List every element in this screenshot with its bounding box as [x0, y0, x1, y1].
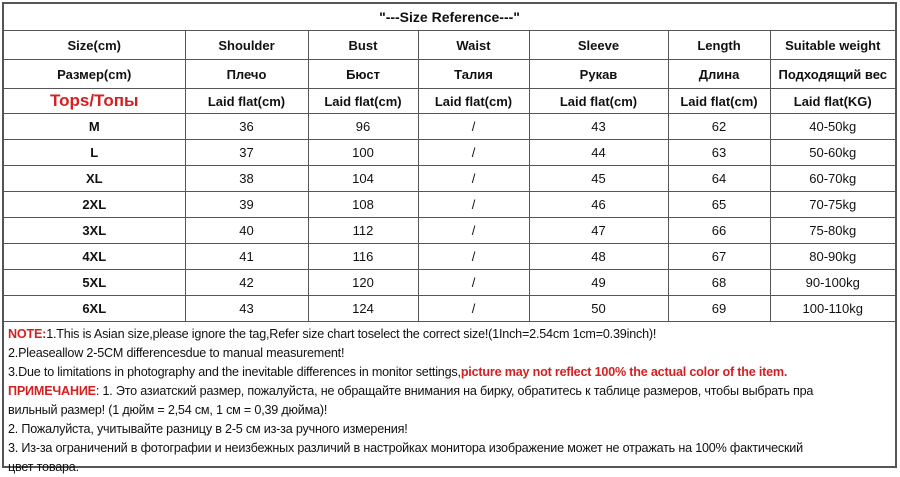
table-row: XL 38 104/45 64 60-70kg	[4, 165, 895, 192]
data-cell: 49	[528, 269, 669, 296]
data-cell: 44	[528, 139, 669, 166]
note-label: NOTE:	[8, 327, 47, 341]
data-cell: 96	[307, 113, 419, 140]
header-unit-cell: Laid flat(cm)	[528, 88, 669, 114]
header-en-cell: Bust	[307, 30, 419, 60]
data-cell: M	[4, 113, 186, 140]
data-cell: 69	[667, 295, 771, 322]
table-row: 3XL 40 112/47 66 75-80kg	[4, 217, 895, 244]
note-ru-label: ПРИМЕЧАНИЕ	[8, 384, 96, 398]
data-cell: 46	[528, 191, 669, 218]
data-cell: /	[417, 295, 530, 322]
data-cell: /	[417, 217, 530, 244]
header-en-cell: Waist	[417, 30, 530, 60]
data-cell: 60-70kg	[769, 165, 895, 192]
data-cell: /	[417, 191, 530, 218]
data-cell: 120	[307, 269, 419, 296]
data-cell: 4XL	[4, 243, 186, 270]
data-cell: 67	[667, 243, 771, 270]
data-cell: /	[417, 243, 530, 270]
header-ru-cell: Плечо	[184, 59, 309, 89]
data-cell: 63	[667, 139, 771, 166]
data-cell: 108	[307, 191, 419, 218]
header-ru-cell: Длина	[667, 59, 771, 89]
notes: NOTE:1.This is Asian size,please ignore …	[4, 322, 895, 477]
table-row: 5XL 42 120/49 68 90-100kg	[4, 269, 895, 296]
data-cell: 66	[667, 217, 771, 244]
data-cell: 41	[184, 243, 309, 270]
data-cell: 40-50kg	[769, 113, 895, 140]
header-en-cell: Suitable weight	[769, 30, 895, 60]
data-cell: XL	[4, 165, 186, 192]
data-cell: 3XL	[4, 217, 186, 244]
header-unit-cell: Laid flat(cm)	[667, 88, 771, 114]
data-cell: 6XL	[4, 295, 186, 322]
header-ru-cell: Размер(cm)	[4, 59, 186, 89]
data-cell: 104	[307, 165, 419, 192]
table-row: L 37 100/44 63 50-60kg	[4, 139, 895, 166]
data-cell: 36	[184, 113, 309, 140]
data-cell: 68	[667, 269, 771, 296]
data-cell: 80-90kg	[769, 243, 895, 270]
data-cell: 2XL	[4, 191, 186, 218]
header-ru-cell: Рукав	[528, 59, 669, 89]
data-cell: 39	[184, 191, 309, 218]
data-cell: 112	[307, 217, 419, 244]
data-cell: 100	[307, 139, 419, 166]
data-cell: 38	[184, 165, 309, 192]
data-cell: 42	[184, 269, 309, 296]
table-row: M 36 96/43 62 40-50kg	[4, 113, 895, 140]
table-row: 2XL 39 108/46 65 70-75kg	[4, 191, 895, 218]
size-table: "---Size Reference---" Size(cm) Shoulder B…	[4, 4, 895, 322]
data-cell: 5XL	[4, 269, 186, 296]
data-cell: 47	[528, 217, 669, 244]
data-cell: 100-110kg	[769, 295, 895, 322]
data-cell: 40	[184, 217, 309, 244]
note-ru-1b: вильный размер! (1 дюйм = 2,54 см, 1 см …	[8, 403, 328, 417]
note-2: 2.Pleaseallow 2-5CM differencesdue to ma…	[8, 346, 345, 360]
header-ru-cell: Талия	[417, 59, 530, 89]
header-en-cell: Shoulder	[184, 30, 309, 60]
data-cell: 70-75kg	[769, 191, 895, 218]
note-ru-2: 2. Пожалуйста, учитывайте разницу в 2-5 …	[8, 422, 408, 436]
table-title: "---Size Reference---"	[4, 4, 895, 31]
data-cell: 90-100kg	[769, 269, 895, 296]
header-ru-cell: Подходящий вес	[769, 59, 895, 89]
header-en-cell: Length	[667, 30, 771, 60]
header-unit-cell: Laid flat(cm)	[307, 88, 419, 114]
data-cell: 50-60kg	[769, 139, 895, 166]
header-unit-cell: Tops/Топы	[4, 88, 186, 114]
note-3: 3.Due to limitations in photography and …	[8, 365, 788, 379]
data-cell: /	[417, 165, 530, 192]
data-cell: 75-80kg	[769, 217, 895, 244]
header-unit-cell: Laid flat(cm)	[184, 88, 309, 114]
data-cell: 48	[528, 243, 669, 270]
data-cell: 64	[667, 165, 771, 192]
note-1: NOTE:1.This is Asian size,please ignore …	[8, 327, 657, 341]
data-cell: 62	[667, 113, 771, 140]
data-cell: 50	[528, 295, 669, 322]
data-cell: /	[417, 139, 530, 166]
table-row: 6XL 43 124/50 69 100-110kg	[4, 295, 895, 322]
header-en-cell: Size(cm)	[4, 30, 186, 60]
data-cell: L	[4, 139, 186, 166]
data-cell: /	[417, 113, 530, 140]
header-unit-cell: Laid flat(KG)	[769, 88, 895, 114]
data-cell: 37	[184, 139, 309, 166]
note-ru-3: 3. Из-за ограничений в фотографии и неиз…	[8, 441, 803, 455]
header-en-cell: Sleeve	[528, 30, 669, 60]
data-cell: 124	[307, 295, 419, 322]
header-ru-cell: Бюст	[307, 59, 419, 89]
data-cell: 65	[667, 191, 771, 218]
data-cell: 43	[184, 295, 309, 322]
data-cell: 45	[528, 165, 669, 192]
note-ru-1: ПРИМЕЧАНИЕ: 1. Это азиатский размер, пож…	[8, 384, 814, 398]
data-cell: 43	[528, 113, 669, 140]
data-cell: 116	[307, 243, 419, 270]
table-row: 4XL 41 116/48 67 80-90kg	[4, 243, 895, 270]
note-ru-3b: цвет товара.	[8, 460, 79, 474]
header-unit-cell: Laid flat(cm)	[417, 88, 530, 114]
data-cell: /	[417, 269, 530, 296]
